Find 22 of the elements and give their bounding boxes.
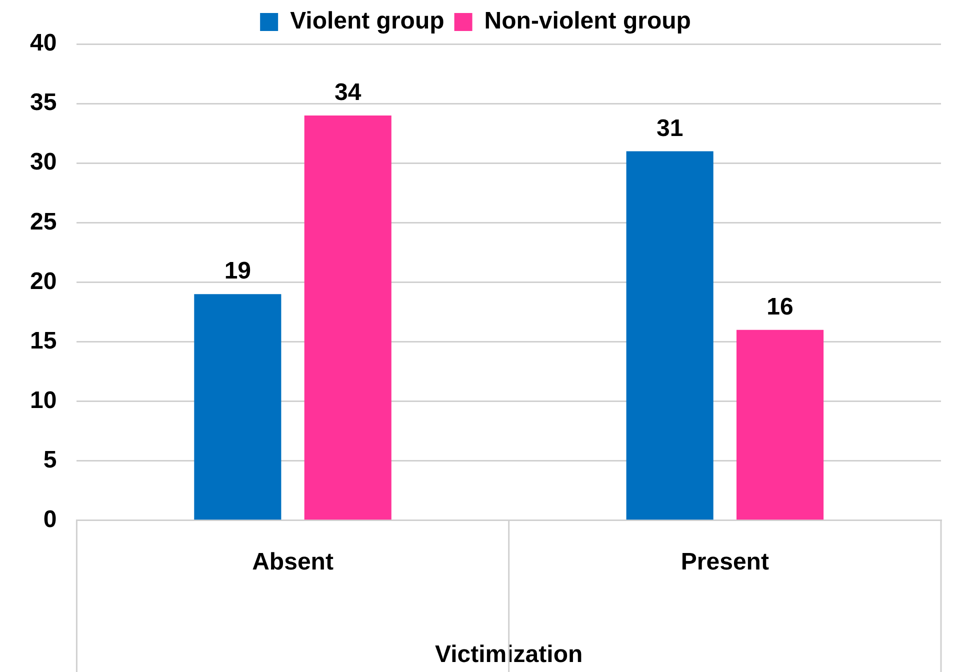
- bar: [194, 294, 282, 520]
- y-tick-label: 30: [30, 148, 57, 176]
- y-tick-label: 10: [30, 386, 57, 414]
- y-tick-label: 5: [43, 446, 57, 474]
- legend-label: Violent group: [290, 8, 444, 35]
- legend-label: Non-violent group: [484, 8, 691, 35]
- bar: [304, 115, 392, 520]
- data-label: 16: [766, 293, 794, 320]
- y-tick-label: 35: [30, 89, 57, 116]
- y-tick-label: 20: [30, 268, 57, 295]
- data-label: 31: [656, 114, 684, 142]
- y-tick-label: 0: [43, 506, 57, 534]
- y-tick-label: 40: [30, 30, 57, 57]
- bar: [626, 151, 714, 520]
- y-tick-label: 25: [30, 208, 57, 236]
- x-tick-label: Absent: [252, 548, 334, 576]
- data-label: 34: [334, 79, 362, 106]
- x-axis-title: Victimization: [435, 641, 583, 668]
- y-tick-label: 15: [30, 327, 57, 354]
- bar: [736, 330, 824, 520]
- data-label: 19: [224, 258, 252, 285]
- x-tick-label: Present: [680, 548, 769, 576]
